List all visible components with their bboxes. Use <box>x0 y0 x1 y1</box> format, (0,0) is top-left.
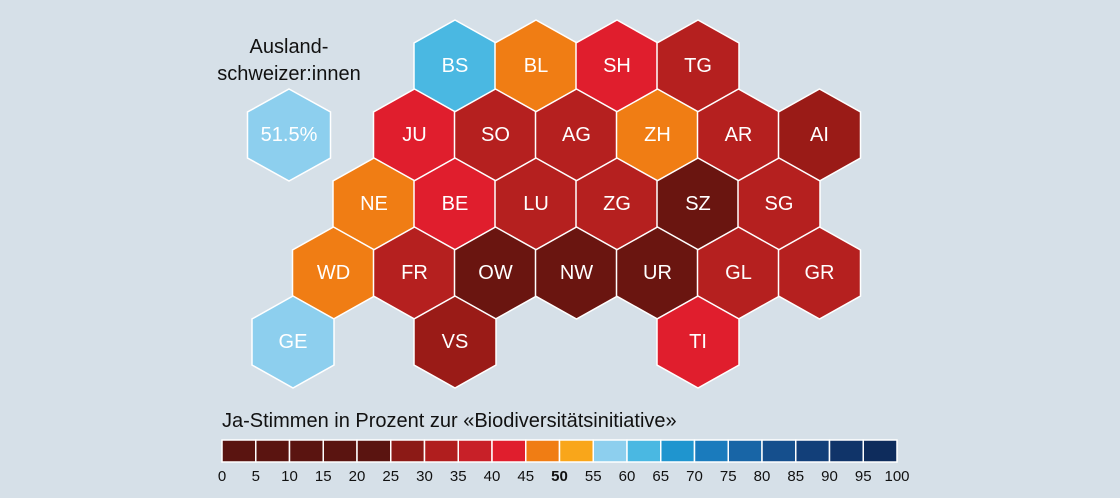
canton-hex-ti: TI <box>656 295 740 389</box>
canton-label: GL <box>725 262 752 284</box>
legend-color-cell <box>828 439 864 463</box>
legend-color-cell <box>255 439 291 463</box>
legend-tick-label: 60 <box>619 468 636 485</box>
canton-label: ZH <box>644 124 671 146</box>
legend-cells <box>221 439 898 463</box>
canton-label: OW <box>478 262 513 284</box>
abroad-title-line1: Ausland- <box>250 36 329 58</box>
legend-tick-label: 70 <box>686 468 703 485</box>
legend-tick-label: 45 <box>517 468 534 485</box>
canton-label: AI <box>810 124 829 146</box>
canton-hex-tg: TG <box>656 19 740 113</box>
canton-hex-nw: NW <box>534 226 619 320</box>
legend-color-cell <box>761 439 797 463</box>
canton-hexes: BS BL SH TG JU SO AG ZH AR AI NE BE LU ZG SZ SG WD FR OW NW… <box>251 19 862 389</box>
legend-tick-label: 75 <box>720 468 737 485</box>
legend-tick-label: 10 <box>281 468 298 485</box>
canton-label: BL <box>524 55 548 77</box>
canton-hex-ow: OW <box>453 226 538 320</box>
legend-color-cell <box>693 439 729 463</box>
canton-label: BE <box>442 193 469 215</box>
legend-color-cell <box>491 439 527 463</box>
canton-label: ZG <box>603 193 631 215</box>
canton-hex-vs: VS <box>413 295 497 389</box>
legend-color-cell <box>288 439 324 463</box>
canton-label: NW <box>560 262 593 284</box>
canton-hex-ai: AI <box>777 88 862 182</box>
canton-hex-shape <box>656 295 740 389</box>
legend-tick-label: 85 <box>787 468 804 485</box>
canton-label: JU <box>402 124 426 146</box>
legend-color-cell <box>457 439 493 463</box>
canton-label: GE <box>279 331 308 353</box>
canton-hex-shape <box>777 226 862 320</box>
canton-label: AG <box>562 124 591 146</box>
legend-color-cell <box>727 439 763 463</box>
legend-tick-label: 90 <box>821 468 838 485</box>
legend: Ja-Stimmen in Prozent zur «Biodiversität… <box>218 410 910 485</box>
legend-color-cell <box>660 439 696 463</box>
canton-label: UR <box>643 262 672 284</box>
legend-tick-label: 15 <box>315 468 332 485</box>
legend-tick-label: 55 <box>585 468 602 485</box>
canton-label: AR <box>725 124 753 146</box>
canton-label: GR <box>805 262 835 284</box>
canton-label: NE <box>360 193 388 215</box>
legend-tick-label: 35 <box>450 468 467 485</box>
canton-hex-shape <box>413 295 497 389</box>
legend-color-cell <box>558 439 594 463</box>
canton-label: VS <box>442 331 469 353</box>
legend-title: Ja-Stimmen in Prozent zur «Biodiversität… <box>222 410 677 432</box>
legend-tick-label: 80 <box>754 468 771 485</box>
legend-color-cell <box>322 439 358 463</box>
abroad-group: Ausland- schweizer:innen 51.5% <box>217 36 361 182</box>
canton-hex-shape <box>251 295 335 389</box>
canton-label: BS <box>442 55 469 77</box>
legend-tick-label: 100 <box>884 468 909 485</box>
legend-tick-labels: 0 5 10 15 20 25 30 35 40 45 50 55 60 65 70 75 80 85 90 95 10… <box>218 468 910 485</box>
legend-color-cell <box>862 439 898 463</box>
legend-color-cell <box>626 439 662 463</box>
legend-tick-label: 65 <box>652 468 669 485</box>
abroad-hex-shape <box>246 88 332 182</box>
abroad-hex: 51.5% <box>246 88 332 182</box>
canton-label: SG <box>765 193 794 215</box>
canton-label: SH <box>603 55 631 77</box>
legend-tick-label: 5 <box>252 468 260 485</box>
legend-color-cell <box>795 439 831 463</box>
legend-tick-label: 50 <box>551 468 568 485</box>
canton-label: TG <box>684 55 712 77</box>
canton-label: SZ <box>685 193 711 215</box>
legend-tick-label: 0 <box>218 468 226 485</box>
canton-hex-gr: GR <box>777 226 862 320</box>
abroad-value: 51.5% <box>261 124 318 146</box>
canton-label: SO <box>481 124 510 146</box>
legend-tick-label: 20 <box>349 468 366 485</box>
canton-label: FR <box>401 262 428 284</box>
legend-tick-label: 40 <box>484 468 501 485</box>
legend-color-cell <box>356 439 392 463</box>
canton-hex-ge: GE <box>251 295 335 389</box>
legend-tick-label: 30 <box>416 468 433 485</box>
legend-color-cell <box>423 439 459 463</box>
canton-label: TI <box>689 331 707 353</box>
legend-color-cell <box>221 439 257 463</box>
canton-label: LU <box>523 193 549 215</box>
abroad-title-line2: schweizer:innen <box>217 63 360 85</box>
canton-hex-ur: UR <box>615 226 700 320</box>
canton-hex-sg: SG <box>737 157 821 251</box>
legend-tick-label: 25 <box>382 468 399 485</box>
legend-color-cell <box>525 439 561 463</box>
legend-color-cell <box>592 439 628 463</box>
legend-tick-label: 95 <box>855 468 872 485</box>
canton-label: WD <box>317 262 350 284</box>
legend-color-cell <box>390 439 426 463</box>
